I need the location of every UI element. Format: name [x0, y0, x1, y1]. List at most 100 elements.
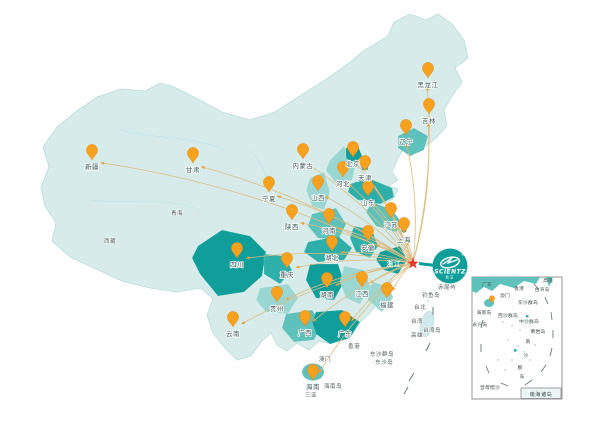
province-label: 江西 [355, 290, 369, 298]
inset-label: 岛 [520, 373, 525, 380]
province-pin[interactable] [297, 143, 309, 160]
map-label: ·东沙岛 [373, 358, 393, 366]
inset-label: 台湾岛 [535, 286, 550, 293]
province-label: 山东 [361, 198, 375, 207]
province-label: 云南 [226, 329, 240, 338]
province-label: 河北 [336, 180, 350, 188]
inset-label: 高雄 [543, 277, 553, 284]
province-label: 湖北 [325, 253, 339, 262]
province-pin[interactable] [281, 252, 293, 269]
route-line [351, 262, 414, 322]
brand-logo[interactable]: SCIENTZ ® 新芝 [418, 248, 468, 284]
province-pin[interactable] [423, 98, 435, 115]
route-line [412, 122, 430, 264]
registered-mark: ® [461, 253, 464, 257]
map-label: 青海 [171, 209, 183, 217]
province-label: 甘肃 [186, 165, 200, 174]
map-label: 台湾岛 [423, 326, 441, 334]
route-line [300, 222, 414, 264]
inset-label: 西沙群岛 [498, 312, 518, 319]
route-line [245, 253, 414, 264]
logo-wordmark: SCIENTZ [434, 269, 466, 276]
province-label: 海南 [306, 382, 320, 391]
inset-label: 沙 [524, 353, 529, 359]
province-pin[interactable] [187, 147, 199, 164]
inset-hainan-pin [489, 295, 495, 304]
province-pin[interactable] [398, 217, 410, 234]
province-pin[interactable] [337, 161, 349, 178]
route-line [312, 262, 414, 322]
province-pin[interactable] [326, 235, 338, 252]
province-label: 山西 [311, 193, 325, 202]
route-line [348, 183, 414, 264]
inset-islet-specks [497, 321, 536, 371]
province-pin[interactable] [422, 62, 434, 79]
province-pin[interactable] [321, 272, 333, 289]
origin-province-label: 浙江 [387, 259, 402, 268]
inset-label: 群 [518, 364, 523, 371]
route-line [200, 166, 414, 264]
province-label: 湖南 [320, 290, 334, 299]
route-line [375, 244, 414, 264]
province-pin[interactable] [323, 208, 335, 225]
province-pin[interactable] [347, 141, 359, 158]
route-line [241, 262, 414, 325]
route-line [295, 259, 414, 269]
province-label: 四川 [230, 261, 244, 269]
map-label: 高雄 [411, 331, 423, 339]
province-pin[interactable] [86, 144, 98, 161]
province-pin[interactable] [356, 271, 368, 288]
inset-taiwan [546, 277, 553, 287]
diaoyu-islet [427, 300, 429, 302]
province-label: 吉林 [422, 116, 436, 125]
province-pin[interactable] [381, 282, 393, 299]
province-label: 广西 [298, 328, 312, 337]
inset-title: 南海诸岛 [530, 390, 553, 398]
inset-label: 东沙群岛 [518, 299, 538, 306]
province-label: 广东 [338, 329, 352, 338]
taiwan-island [419, 310, 435, 338]
province-label: 贵州 [270, 304, 284, 313]
origin-marker[interactable]: 浙江 [387, 257, 419, 269]
province-pin[interactable] [362, 180, 374, 197]
province-label: 江苏 [384, 220, 398, 229]
province-pin[interactable] [286, 204, 298, 221]
province-pin[interactable] [362, 225, 374, 242]
route-lines [100, 86, 430, 374]
province-label: 河南 [322, 226, 336, 235]
map-label: 台湾 [411, 317, 423, 325]
province-pin[interactable] [299, 310, 311, 327]
province-pin[interactable] [271, 286, 283, 303]
route-line [318, 262, 414, 374]
logo-circle [432, 248, 468, 284]
map-label: 钓鱼岛 [422, 291, 440, 299]
province-pin[interactable] [385, 202, 397, 219]
province-label: 上海 [397, 235, 411, 244]
route-line [394, 225, 414, 264]
route-line [372, 203, 414, 264]
province-label: 黑龙江 [418, 80, 439, 89]
china-outline [40, 13, 469, 381]
map-label: 台北 [414, 303, 426, 311]
province-pin[interactable] [231, 242, 243, 259]
province-pin[interactable] [339, 311, 351, 328]
province-pin[interactable] [400, 119, 412, 136]
inset-dash-line [480, 283, 554, 387]
province-label: 安徽 [361, 243, 375, 252]
province-pin[interactable] [307, 364, 319, 381]
province-pin[interactable] [263, 176, 275, 193]
inset-label: 黄岩岛 [531, 328, 546, 335]
map-label: 三亚 [305, 392, 317, 399]
map-label: 海南岛 [324, 382, 342, 390]
logo-subname: 新芝 [446, 275, 455, 280]
province-pin[interactable] [312, 175, 324, 192]
province-pin[interactable] [359, 155, 371, 172]
province-pin[interactable] [227, 311, 239, 328]
province-label: 福建 [380, 300, 394, 309]
route-line [405, 143, 416, 264]
inset-label: 海南岛 [477, 309, 492, 316]
logo-swoosh-icon [440, 256, 460, 269]
inset-label: 中沙群岛 [519, 318, 539, 325]
province-label: 新疆 [85, 162, 99, 171]
